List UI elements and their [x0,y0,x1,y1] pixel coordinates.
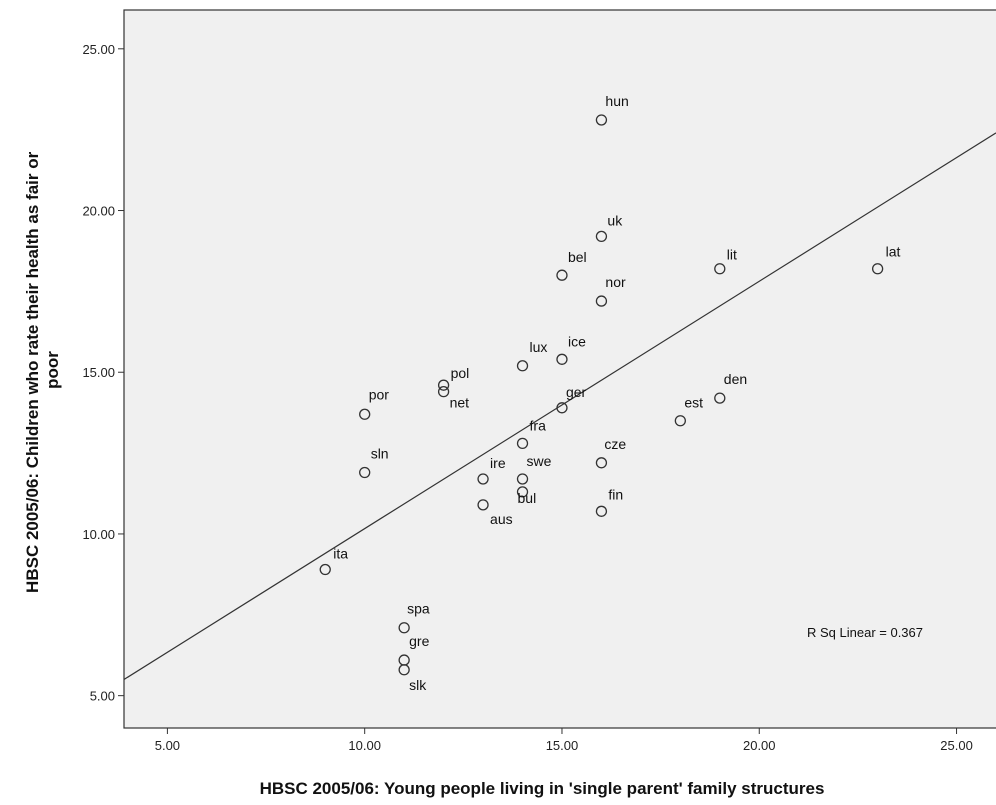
point-lux [516,360,529,372]
point-bel [556,269,568,281]
point-ire [477,473,489,485]
point-label-nor: nor [605,274,626,290]
plot-frame [123,9,996,729]
y-tick-label-2: 15.00 [82,365,115,380]
y-tick-label-1: 10.00 [82,527,115,542]
point-hun [595,114,608,126]
point-bul [516,486,529,498]
point-label-uk: uk [607,212,623,228]
point-labels-layer: hun uk bel nor lit lat lux ice pol net por ger den es… [333,93,900,693]
point-label-lit: lit [727,247,737,263]
y-axis: 5.00 10.00 15.00 20.00 25.00 [82,42,124,704]
point-label-ita: ita [333,546,348,562]
point-fra [516,437,529,450]
point-nor [595,295,608,307]
r-squared-annotation: R Sq Linear = 0.367 [807,625,923,640]
x-axis-title: HBSC 2005/06: Young people living in 'si… [260,779,825,798]
y-tick-label-0: 5.00 [90,689,115,704]
point-label-fin: fin [608,486,623,502]
point-aus [477,499,489,511]
point-label-spa: spa [407,601,430,617]
point-label-lux: lux [530,339,548,355]
plot-area [124,10,996,728]
point-label-fra: fra [530,417,547,433]
point-label-den: den [724,371,747,387]
point-pol [437,379,450,391]
point-label-slk: slk [409,677,427,693]
point-label-net: net [450,395,470,411]
point-label-swe: swe [527,453,552,469]
x-axis: 5.00 10.00 15.00 20.00 25.00 [155,728,973,753]
point-cze [595,457,608,469]
point-label-ice: ice [568,333,586,349]
x-tick-label-4: 25.00 [940,738,973,753]
point-fin [595,505,608,517]
y-axis-title-line-2: poor [43,351,62,389]
point-lat [871,263,884,275]
point-label-ger: ger [566,384,587,400]
x-tick-label-1: 10.00 [348,738,381,753]
fit-line [124,132,996,680]
y-tick-label-4: 25.00 [82,42,115,57]
point-slk [398,664,410,676]
x-tick-label-2: 15.00 [546,738,579,753]
point-label-lat: lat [886,244,901,260]
y-axis-title-line-1: HBSC 2005/06: Children who rate their he… [23,151,42,593]
x-tick-label-0: 5.00 [155,738,180,753]
point-ita [319,563,331,576]
point-uk [595,230,608,243]
point-label-gre: gre [409,633,429,649]
point-label-sln: sln [371,445,389,461]
point-lit [714,263,726,275]
point-label-cze: cze [604,436,626,452]
point-por [359,408,371,420]
point-est [674,415,686,427]
point-den [714,392,726,404]
point-net [437,385,450,398]
points-layer [319,114,884,676]
point-label-ire: ire [490,455,506,471]
y-tick-label-3: 20.00 [82,204,115,219]
point-label-aus: aus [490,511,513,527]
point-label-bul: bul [518,490,537,506]
point-swe [516,473,529,485]
x-tick-label-3: 20.00 [743,738,776,753]
point-ger [556,402,568,414]
point-sln [359,466,371,479]
point-label-hun: hun [605,93,628,109]
point-label-pol: pol [451,365,470,381]
point-label-est: est [684,395,703,411]
point-label-bel: bel [568,249,587,265]
point-spa [398,622,410,634]
point-ice [556,353,568,365]
point-label-por: por [369,386,390,402]
y-axis-title: HBSC 2005/06: Children who rate their he… [23,147,62,593]
fit-line-layer [124,132,996,680]
